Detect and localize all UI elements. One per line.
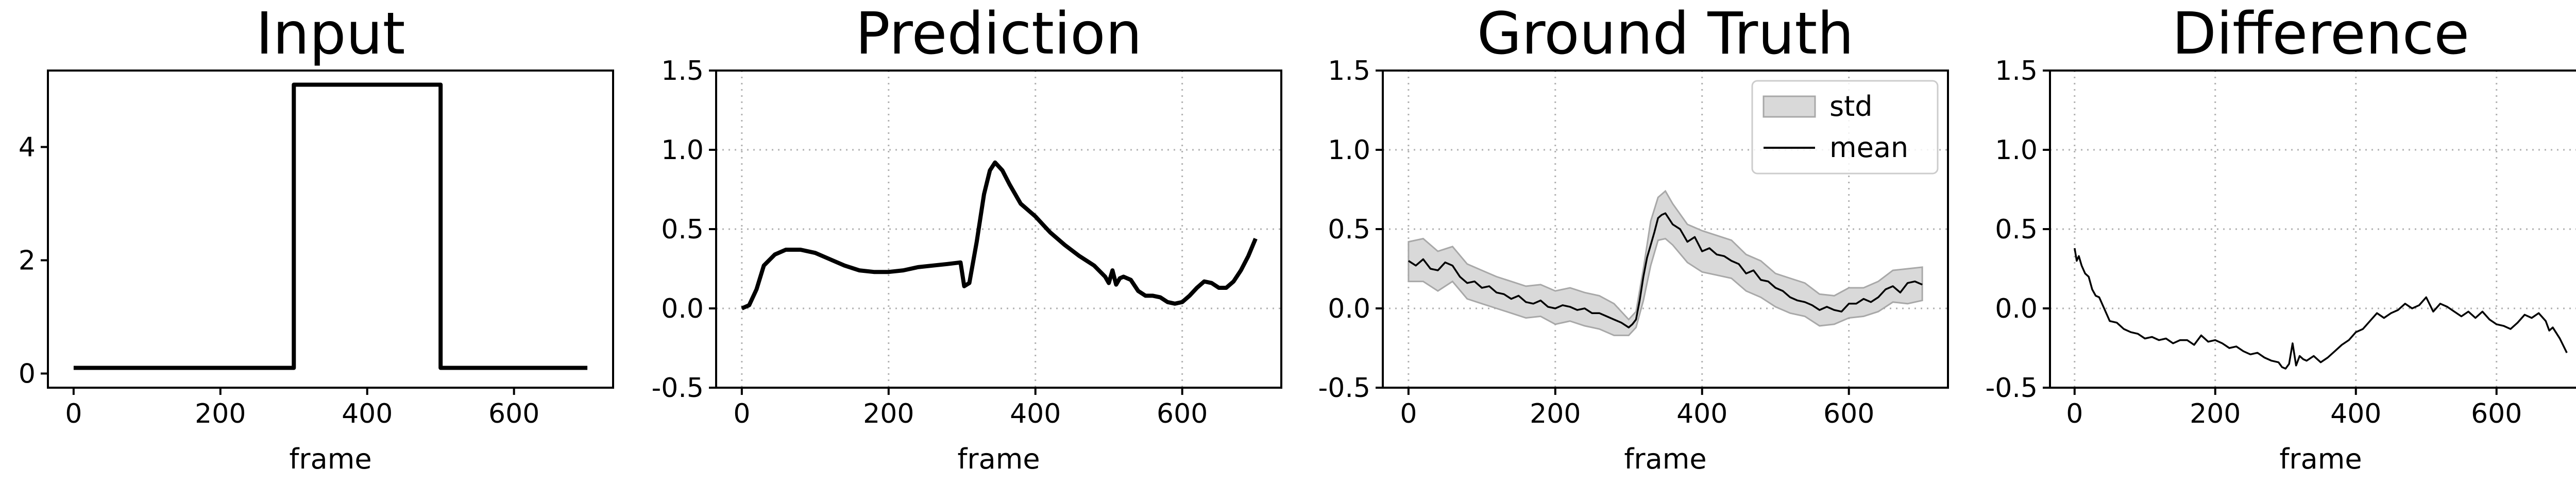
y-tick-label: 0 (19, 359, 36, 390)
x-tick-label: 0 (1400, 399, 1417, 429)
y-tick-label: 0.5 (661, 214, 704, 245)
y-tick-label: 0.0 (1995, 293, 2038, 324)
legend-swatch-std (1762, 95, 1816, 118)
x-tick-label: 200 (1530, 399, 1581, 429)
x-tick-label: 400 (342, 399, 393, 429)
y-tick-label: 1.5 (661, 56, 704, 86)
x-tick-label: 0 (65, 399, 82, 429)
axes-frame (47, 70, 614, 389)
series-line (741, 160, 1258, 310)
x-tick-label: 0 (2066, 399, 2083, 429)
x-axis-label: frame (289, 443, 371, 475)
chart-title: Difference (2172, 1, 2469, 67)
x-tick-label: 600 (1823, 399, 1874, 429)
mean-line (1408, 212, 1923, 328)
x-axis-label: frame (2279, 443, 2362, 475)
y-tick-label: 4 (19, 132, 36, 163)
chart-panel-3: 0 200 400 600 -0.5 0.0 0.5 1.0 1.5 Ground Truth fr… (1318, 1, 1949, 475)
x-tick-label: 400 (1010, 399, 1061, 429)
chart-title: Ground Truth (1477, 1, 1854, 67)
chart-title: Input (256, 1, 405, 67)
x-tick-label: 200 (195, 399, 246, 429)
y-tick-label: 2 (19, 246, 36, 276)
y-tick-label: 0.5 (1328, 214, 1370, 245)
legend-label: std (1829, 90, 1873, 123)
y-tick-label: 0.5 (1995, 214, 2038, 245)
axes-frame (2049, 70, 2576, 389)
x-axis-label: frame (957, 443, 1040, 475)
y-tick-label: 1.5 (1995, 56, 2038, 86)
y-tick-label: -0.5 (1986, 373, 2038, 404)
y-tick-label: 1.0 (661, 135, 704, 166)
y-tick-label: 0.0 (661, 293, 704, 324)
y-tick-label: 1.5 (1328, 56, 1370, 86)
series-line (2074, 248, 2568, 370)
chart-title: Prediction (855, 1, 1142, 67)
y-tick-label: -0.5 (1318, 373, 1370, 404)
x-tick-label: 600 (2471, 399, 2522, 429)
chart-panel-1: 0 200 400 600 0 2 4 Input frame (19, 1, 614, 475)
axes-frame (715, 70, 1282, 389)
legend: std mean (1751, 80, 1939, 175)
x-tick-label: 0 (733, 399, 750, 429)
x-tick-label: 400 (1676, 399, 1727, 429)
y-tick-label: 0.0 (1328, 293, 1370, 324)
legend-label: mean (1829, 131, 1908, 164)
y-tick-label: 1.0 (1328, 135, 1370, 166)
x-tick-label: 200 (2190, 399, 2241, 429)
x-tick-label: 600 (488, 399, 539, 429)
x-tick-label: 600 (1157, 399, 1208, 429)
series-line (73, 82, 588, 370)
chart-panel-4: 0 200 400 600 -0.5 0.0 0.5 1.0 1.5 Difference fram… (1986, 1, 2576, 475)
chart-panel-2: 0 200 400 600 -0.5 0.0 0.5 1.0 1.5 Prediction fram… (652, 1, 1282, 475)
x-axis-label: frame (1624, 443, 1706, 475)
x-tick-label: 200 (863, 399, 914, 429)
y-tick-label: -0.5 (652, 373, 704, 404)
y-tick-label: 1.0 (1995, 135, 2038, 166)
x-tick-label: 400 (2330, 399, 2381, 429)
